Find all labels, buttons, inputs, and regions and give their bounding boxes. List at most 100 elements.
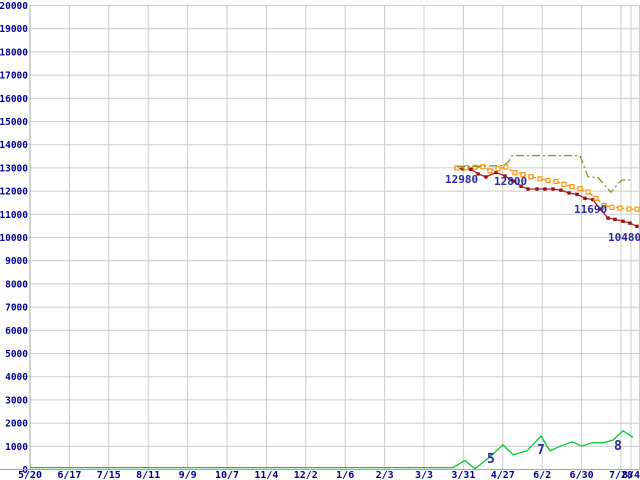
y-tick-label: 18000 (0, 47, 28, 58)
marker-open-square (537, 176, 543, 182)
marker-open-square (520, 172, 526, 178)
marker-open-square (626, 206, 632, 212)
marker-open-square (577, 186, 583, 192)
y-tick-label: 4000 (5, 372, 28, 383)
x-tick-label: 2/3 (376, 470, 394, 480)
y-tick-label: 17000 (0, 71, 28, 82)
series-red_solid_squares-line (455, 167, 638, 227)
x-tick-label: 10/7 (215, 470, 239, 480)
marker-filled-square (575, 192, 579, 197)
grid-layer (29, 5, 640, 470)
y-tick-label: 0 (22, 465, 28, 476)
marker-filled-square (519, 184, 523, 188)
data-label: 7 (537, 443, 545, 458)
series-orange_dashed_squares-markers (454, 164, 640, 212)
y-tick-label: 20000 (0, 1, 28, 12)
x-tick-label: 7/28 (609, 470, 633, 480)
y-tick-label: 2000 (5, 419, 28, 430)
series-olive_dashdot-line (457, 154, 631, 194)
data-label: 12800 (494, 175, 527, 188)
marker-filled-square (591, 197, 595, 202)
marker-filled-square (621, 219, 625, 223)
marker-open-square (634, 206, 640, 212)
marker-open-square (553, 178, 559, 184)
data-label: 12980 (445, 173, 478, 186)
x-tick-label: 8/11 (136, 470, 160, 480)
series-orange_dashed_squares-line (456, 166, 638, 210)
x-tick-label: 7/15 (97, 470, 121, 480)
data-label: 5 (487, 452, 495, 467)
marker-open-square (585, 189, 591, 195)
marker-open-square (463, 165, 469, 171)
series-layer (30, 154, 640, 470)
marker-open-square (512, 170, 518, 176)
y-tick-label: 8000 (5, 279, 28, 290)
marker-filled-square (598, 207, 602, 211)
y-tick-label: 12000 (0, 187, 28, 198)
data-label: 10480 (608, 231, 640, 244)
marker-filled-square (613, 217, 617, 222)
marker-open-square (487, 168, 493, 174)
data-label: 8 (614, 439, 622, 454)
marker-open-square (545, 177, 551, 183)
x-tick-label: 3/3 (415, 470, 433, 480)
y-tick-label: 7000 (5, 303, 28, 314)
x-tick-label: 8/4 (622, 470, 640, 480)
marker-filled-square (583, 196, 587, 200)
marker-filled-square (526, 187, 530, 191)
marker-open-square (472, 164, 478, 170)
x-tick-label: 1/6 (336, 470, 354, 480)
marker-filled-square (535, 187, 539, 191)
x-tick-label: 11/4 (254, 470, 278, 480)
marker-open-square (561, 181, 567, 187)
marker-filled-square (567, 191, 571, 195)
annotation-layer: 12980 12800 11690 10480 5 7 8 (445, 173, 640, 467)
y-tick-label: 16000 (0, 94, 28, 105)
marker-filled-square (511, 179, 515, 183)
marker-open-square (617, 205, 623, 211)
marker-filled-square (635, 224, 639, 229)
marker-filled-square (503, 174, 507, 178)
marker-open-square (495, 166, 501, 172)
marker-filled-square (476, 172, 480, 176)
marker-filled-square (551, 187, 555, 191)
x-tick-label: 3/31 (451, 470, 475, 480)
marker-open-square (609, 204, 615, 210)
marker-filled-square (606, 216, 610, 220)
y-tick-label: 3000 (5, 395, 28, 406)
y-tick-label: 9000 (5, 256, 28, 267)
marker-filled-square (484, 175, 488, 179)
y-tick-label: 11000 (0, 210, 28, 221)
y-tick-label: 15000 (0, 117, 28, 128)
data-label: 11690 (574, 203, 607, 216)
series-green_solid-line (30, 429, 634, 470)
y-tick-label: 10000 (0, 233, 28, 244)
marker-open-square (503, 164, 509, 170)
marker-open-square (569, 184, 575, 190)
x-tick-label: 5/20 (18, 470, 42, 480)
marker-filled-square (628, 221, 632, 225)
y-tick-label: 1000 (5, 442, 28, 453)
y-tick-label: 19000 (0, 24, 28, 35)
y-tick-label: 13000 (0, 163, 28, 174)
marker-filled-square (494, 170, 498, 175)
y-tick-label: 5000 (5, 349, 28, 360)
y-tick-label: 6000 (5, 326, 28, 337)
marker-open-square (601, 202, 607, 209)
x-tick-label: 6/17 (57, 470, 81, 480)
x-tick-label: 12/2 (294, 470, 318, 480)
x-tick-label: 6/30 (570, 470, 594, 480)
marker-filled-square (461, 167, 465, 171)
x-tick-label: 6/2 (533, 470, 551, 480)
marker-filled-square (469, 167, 473, 171)
x-tick-label: 9/9 (179, 470, 197, 480)
marker-filled-square (559, 188, 563, 192)
marker-open-square (528, 174, 534, 180)
y-tick-label: 14000 (0, 140, 28, 151)
series-red_solid_squares-markers (454, 166, 639, 229)
marker-filled-square (543, 187, 547, 191)
marker-open-square (593, 195, 599, 201)
